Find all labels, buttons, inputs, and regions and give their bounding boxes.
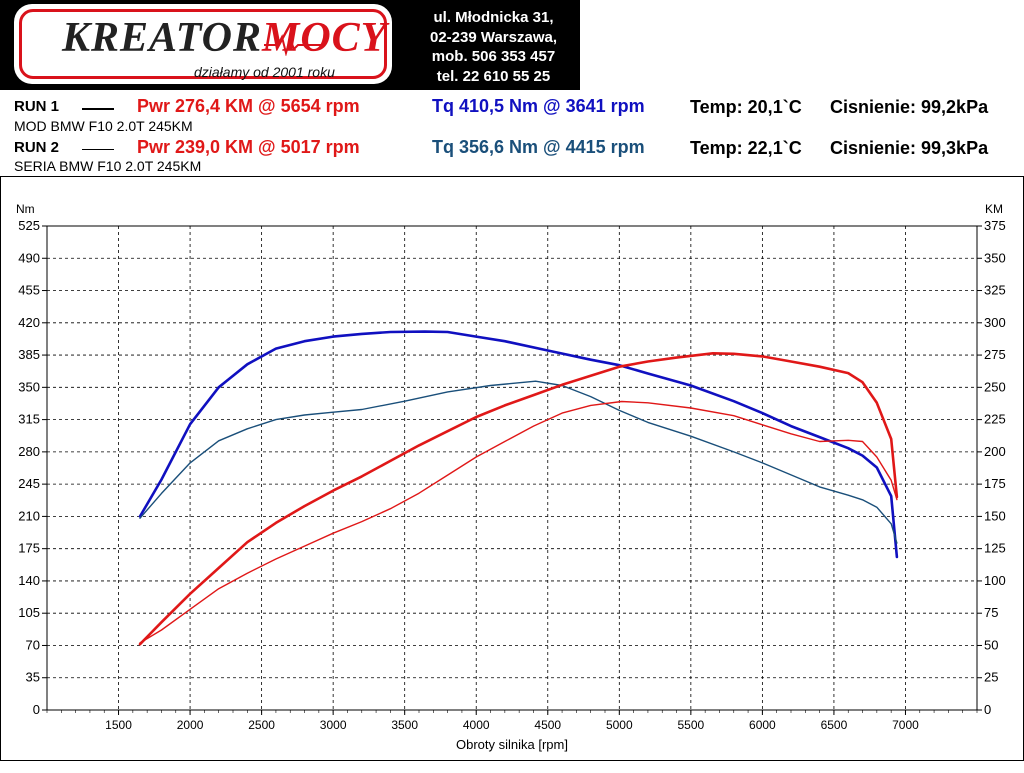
y-left-tick-label: 245 [18,476,40,491]
y-left-tick-label: 0 [33,702,40,717]
run2-torque: Tq 356,6 Nm @ 4415 rpm [432,137,645,157]
run1-label: RUN 1 [14,98,60,115]
run2-label: RUN 2 [14,139,60,156]
chart-frame [0,176,1024,761]
power-curve-thick [138,352,899,646]
chart-series [138,330,899,646]
dyno-chart-svg: 1500 2000 2500 3000 3500 4000 4500 5000 5500 6000… [0,176,1024,761]
x-tick-label: 3000 [320,718,347,732]
y-right-tick-label: 200 [984,444,1006,459]
contact-city: 02-239 Warszawa, [429,28,558,46]
contact-box: ul. Młodnicka 31, 02-239 Warszawa, mob. … [407,0,580,90]
y-right-tick-label: 300 [984,315,1006,330]
contact-address: ul. Młodnicka 31, [433,9,554,26]
run2-pressure: Cisnienie: 99,3kPa [830,138,989,158]
x-axis-ticks: 1500 2000 2500 3000 3500 4000 4500 5000 5500 6000… [46,710,978,732]
x-axis-label: Obroty silnika [rpm] [456,737,568,752]
x-tick-label: 4500 [534,718,561,732]
logo-banner: KREATORMOCY działamy od 2001 roku [0,0,407,90]
y-right-tick-label: 50 [984,637,998,652]
brand-logo: KREATORMOCY [62,14,387,62]
run-info: RUN 1 Pwr 276,4 KM @ 5654 rpm Tq 410,5 N… [0,96,1024,176]
y-left-tick-label: 455 [18,283,40,298]
x-tick-label: 5000 [606,718,633,732]
x-tick-label: 6500 [821,718,848,732]
x-tick-label: 5500 [677,718,704,732]
y-left-tick-label: 140 [18,573,40,588]
x-tick-label: 2500 [248,718,275,732]
y-left-tick-label: 70 [26,637,40,652]
x-tick-label: 3500 [391,718,418,732]
plot-frame [46,225,978,711]
y-left-tick-label: 350 [18,379,40,394]
logo-card: KREATORMOCY działamy od 2001 roku [14,4,392,84]
y-left-tick-label: 315 [18,412,40,427]
pulse-line-icon [264,34,324,56]
logo-frame [19,9,387,79]
logo-slogan: działamy od 2001 roku [194,64,335,80]
run2-vehicle: SERIA BMW F10 2.0T 245KM [14,158,202,174]
y-right-tick-label: 150 [984,508,1006,523]
x-tick-label: 2000 [177,718,204,732]
run1-pressure: Cisnienie: 99,2kPa [830,97,989,117]
y-left-tick-label: 490 [18,250,40,265]
run2-temp: Temp: 22,1`C [690,138,802,158]
run1-temp: Temp: 20,1`C [690,97,802,117]
plot-area-border [46,225,978,711]
y-right-tick-label: 350 [984,250,1006,265]
run1-torque: Tq 410,5 Nm @ 3641 rpm [432,96,645,116]
x-tick-label: 4000 [463,718,490,732]
x-tick-label: 1500 [105,718,132,732]
contact-phone: tel. 22 610 55 25 [436,67,551,85]
y-right-tick-label: 250 [984,379,1006,394]
y-axis-left-label: Nm [16,202,35,216]
contact-mobile: mob. 506 353 457 [431,48,556,65]
brand-main: KREATOR [62,15,262,61]
y-right-tick-label: 325 [984,283,1006,298]
dyno-chart: 1500 2000 2500 3000 3500 4000 4500 5000 5500 6000… [0,176,1024,768]
y-right-tick-label: 125 [984,541,1006,556]
y-left-tick-label: 175 [18,541,40,556]
run2-legend-line [82,149,114,150]
y-right-tick-label: 275 [984,347,1006,362]
y-left-tick-label: 35 [26,670,40,685]
y-right-tick-label: 175 [984,476,1006,491]
run1-vehicle: MOD BMW F10 2.0T 245KM [14,118,193,134]
y-left-tick-label: 210 [18,508,40,523]
chart-grid [47,225,977,710]
y-left-tick-label: 420 [18,315,40,330]
run1-legend-line [82,108,114,110]
y-right-tick-label: 225 [984,412,1006,427]
run1-power: Pwr 276,4 KM @ 5654 rpm [137,96,360,116]
y-left-tick-label: 525 [18,218,40,233]
torque-curve-thick [138,330,899,559]
y-axis-right-label: KM [985,202,1003,216]
y-axis-right-ticks: 0 25 50 75 100 125 150 175 200 225 250 275 300 325 350… [977,218,1006,717]
y-right-tick-label: 25 [984,670,998,685]
y-right-tick-label: 75 [984,605,998,620]
y-right-tick-label: 0 [984,702,991,717]
torque-curve-thin [139,380,898,544]
x-tick-label: 7000 [892,718,919,732]
y-axis-left-ticks: 0 35 70 105 140 175 210 245 280 315 350 385 420 455 49… [18,218,47,717]
y-right-tick-label: 375 [984,218,1006,233]
run2-power: Pwr 239,0 KM @ 5017 rpm [137,137,360,157]
y-left-tick-label: 280 [18,444,40,459]
y-left-tick-label: 385 [18,347,40,362]
power-curve-thin [139,400,898,644]
y-left-tick-label: 105 [18,605,40,620]
y-right-tick-label: 100 [984,573,1006,588]
x-tick-label: 6000 [749,718,776,732]
